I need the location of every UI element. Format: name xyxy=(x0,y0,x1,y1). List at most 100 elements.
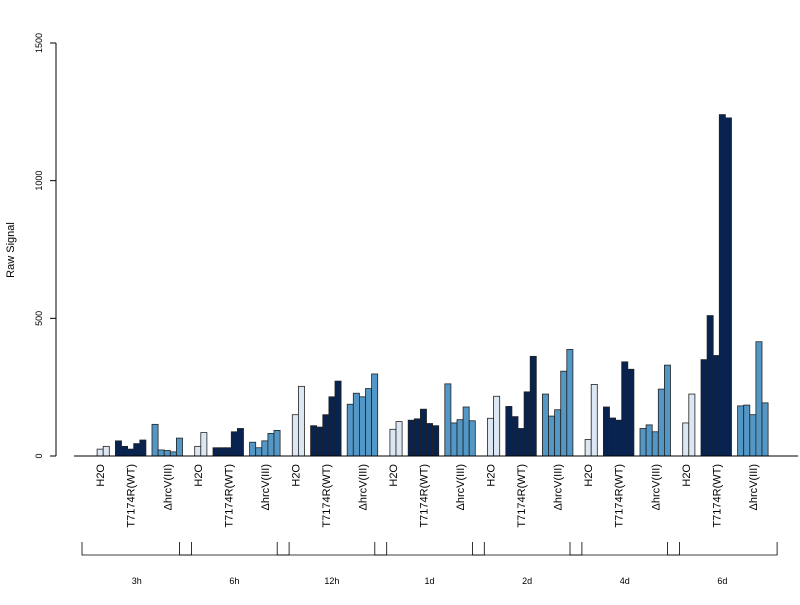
treatment-label-1d-dhrcv-iii: ΔhrcV(III) xyxy=(455,464,467,510)
bar-4d-t7174r-wt-2 xyxy=(609,417,616,457)
bar-6d-dhrcv-iii-4 xyxy=(755,341,763,457)
bar-2d-t7174r-wt-5 xyxy=(529,355,537,457)
y-axis: 0 500 1000 1500 xyxy=(34,33,57,459)
bar-6h-dhrcv-iii-1 xyxy=(249,441,257,457)
bar-4d-t7174r-wt-3 xyxy=(615,419,623,457)
bar-6h-t7174r-wt-4 xyxy=(230,431,238,457)
bar-6d-t7174r-wt-2 xyxy=(706,315,714,457)
treatment-labels: H2O T7174R(WT) ΔhrcV(III) H2O T7174R(WT) Δhrc… xyxy=(95,464,760,528)
treatment-label-2d-t7174r-wt: T7174R(WT) xyxy=(516,464,528,528)
bar-3h-h2o-3 xyxy=(102,445,110,457)
time-bracket-4d xyxy=(569,542,680,556)
bar-1d-t7174r-wt-5 xyxy=(432,425,440,457)
bar-3h-t7174r-wt-1 xyxy=(115,440,122,457)
y-tick-label: 1000 xyxy=(34,171,44,191)
bar-3h-t7174r-wt-4 xyxy=(133,443,141,457)
bar-12h-dhrcv-iii-3 xyxy=(358,396,366,457)
bar-2d-h2o-3 xyxy=(493,395,501,457)
bar-2d-t7174r-wt-1 xyxy=(505,406,513,457)
bar-6h-dhrcv-iii-3 xyxy=(261,440,269,457)
bar-6h-dhrcv-iii-4 xyxy=(267,433,275,457)
bar-1d-dhrcv-iii-3 xyxy=(456,419,464,457)
bar-2d-h2o-2 xyxy=(487,417,494,457)
bar-1d-dhrcv-iii-2 xyxy=(450,422,458,457)
bar-3h-dhrcv-iii-3 xyxy=(163,450,171,457)
bar-1d-h2o-2 xyxy=(389,428,397,457)
time-bracket-12h xyxy=(276,542,388,556)
bar-12h-h2o-3 xyxy=(297,385,305,457)
bar-4d-dhrcv-iii-5 xyxy=(664,364,671,457)
treatment-label-3h-dhrcv-iii: ΔhrcV(III) xyxy=(162,464,174,510)
y-tick-label: 500 xyxy=(34,311,44,326)
bar-3h-dhrcv-iii-4 xyxy=(169,451,177,457)
time-bracket-3h xyxy=(81,542,192,556)
treatment-label-12h-h2o: H2O xyxy=(290,464,302,487)
bar-6d-t7174r-wt-5 xyxy=(725,117,732,457)
time-bracket-6d xyxy=(667,542,778,556)
bar-3h-dhrcv-iii-2 xyxy=(157,449,165,457)
bar-4d-dhrcv-iii-3 xyxy=(651,431,659,457)
bar-3h-h2o-2 xyxy=(96,448,104,457)
treatment-label-3h-h2o: H2O xyxy=(95,464,107,487)
bar-2d-dhrcv-iii-1 xyxy=(542,393,549,457)
treatment-label-2d-dhrcv-iii: ΔhrcV(III) xyxy=(553,464,565,510)
bar-1d-dhrcv-iii-1 xyxy=(444,383,452,457)
time-bracket-6h xyxy=(179,542,290,556)
bar-6d-h2o-2 xyxy=(682,422,690,457)
bar-4d-t7174r-wt-5 xyxy=(627,368,635,457)
bar-6h-t7174r-wt-2 xyxy=(218,447,226,457)
treatment-label-6d-dhrcv-iii: ΔhrcV(III) xyxy=(748,464,760,510)
treatment-label-4d-dhrcv-iii: ΔhrcV(III) xyxy=(650,464,662,510)
bar-6h-h2o-3 xyxy=(200,432,208,457)
bar-6h-dhrcv-iii-2 xyxy=(255,447,263,457)
time-label-6h: 6h xyxy=(229,576,239,586)
bar-3h-dhrcv-iii-5 xyxy=(175,437,183,457)
bar-2d-t7174r-wt-4 xyxy=(523,391,531,457)
time-brackets: 3h 6h 12h 1d 2d 4d 6d xyxy=(81,542,778,586)
treatment-label-2d-h2o: H2O xyxy=(486,464,498,487)
bar-4d-h2o-3 xyxy=(590,384,598,457)
treatment-label-6h-dhrcv-iii: ΔhrcV(III) xyxy=(260,464,272,510)
bar-6h-t7174r-wt-1 xyxy=(212,447,220,457)
bar-3h-t7174r-wt-2 xyxy=(121,445,128,457)
time-label-2d: 2d xyxy=(522,576,532,586)
y-axis-title: Raw Signal xyxy=(5,222,17,278)
bar-1d-dhrcv-iii-5 xyxy=(468,420,476,457)
bar-1d-t7174r-wt-4 xyxy=(426,423,433,457)
bar-4d-dhrcv-iii-4 xyxy=(657,388,665,457)
bars xyxy=(74,114,799,457)
bar-2d-t7174r-wt-2 xyxy=(511,416,519,457)
treatment-label-1d-h2o: H2O xyxy=(388,464,400,487)
bar-12h-dhrcv-iii-4 xyxy=(365,388,372,457)
treatment-label-12h-dhrcv-iii: ΔhrcV(III) xyxy=(357,464,369,510)
treatment-label-6h-h2o: H2O xyxy=(193,464,205,487)
bar-2d-t7174r-wt-3 xyxy=(517,428,525,457)
bar-6d-h2o-3 xyxy=(688,393,696,457)
bar-4d-h2o-2 xyxy=(584,439,592,457)
bar-6h-dhrcv-iii-5 xyxy=(273,429,281,457)
bar-2d-dhrcv-iii-4 xyxy=(560,370,568,457)
bar-6d-t7174r-wt-4 xyxy=(718,114,726,457)
bar-12h-t7174r-wt-1 xyxy=(310,425,318,457)
treatment-label-1d-t7174r-wt: T7174R(WT) xyxy=(418,464,430,528)
bar-1d-h2o-3 xyxy=(395,421,403,457)
time-bracket-1d xyxy=(374,542,485,556)
bar-6d-dhrcv-iii-1 xyxy=(737,405,745,457)
bar-12h-dhrcv-iii-2 xyxy=(352,392,360,457)
bar-12h-t7174r-wt-3 xyxy=(322,414,330,457)
bar-12h-dhrcv-iii-5 xyxy=(371,373,379,457)
time-label-3h: 3h xyxy=(132,576,142,586)
bar-2d-dhrcv-iii-3 xyxy=(554,409,562,457)
bar-12h-t7174r-wt-2 xyxy=(316,426,324,457)
bar-1d-dhrcv-iii-4 xyxy=(462,406,470,457)
treatment-label-6d-t7174r-wt: T7174R(WT) xyxy=(711,464,723,528)
time-label-1d: 1d xyxy=(425,576,435,586)
bar-3h-dhrcv-iii-1 xyxy=(151,423,159,457)
bar-12h-h2o-2 xyxy=(291,414,299,457)
time-bracket-2d xyxy=(472,542,583,556)
bar-1d-t7174r-wt-1 xyxy=(407,419,415,457)
bar-6h-t7174r-wt-5 xyxy=(236,428,244,457)
bar-6h-h2o-2 xyxy=(194,445,202,457)
